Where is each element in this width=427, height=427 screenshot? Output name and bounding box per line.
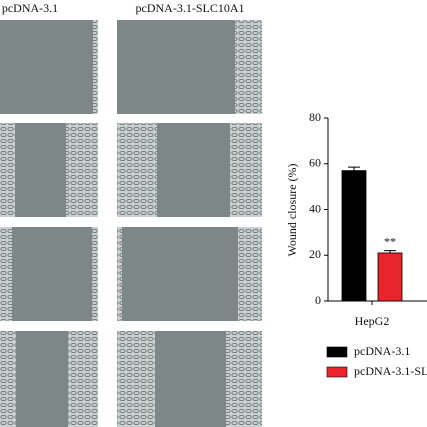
micrographs (0, 20, 262, 427)
bar (377, 252, 403, 302)
y-tick-label: 40 (309, 201, 321, 215)
panel-label: pcDNA-3.1-SLC10A1 (136, 1, 245, 15)
error-bar (384, 250, 396, 253)
error-bar (348, 166, 360, 171)
panel-label: pcDNA-3.1 (2, 1, 58, 15)
legend-swatch (326, 366, 348, 378)
y-axis-label: Wound closure (%) (285, 163, 299, 256)
x-tick-label: HepG2 (355, 314, 390, 328)
y-tick-label: 0 (315, 293, 321, 307)
legend-label: pcDNA-3.1-SLC10A1 (354, 364, 427, 378)
significance: ** (384, 234, 396, 248)
legend-label: pcDNA-3.1 (354, 344, 410, 358)
legend-swatch (326, 346, 348, 358)
bar (341, 170, 367, 302)
y-tick-label: 80 (309, 110, 321, 124)
y-tick-label: 60 (309, 156, 321, 170)
y-tick-label: 20 (309, 247, 321, 261)
